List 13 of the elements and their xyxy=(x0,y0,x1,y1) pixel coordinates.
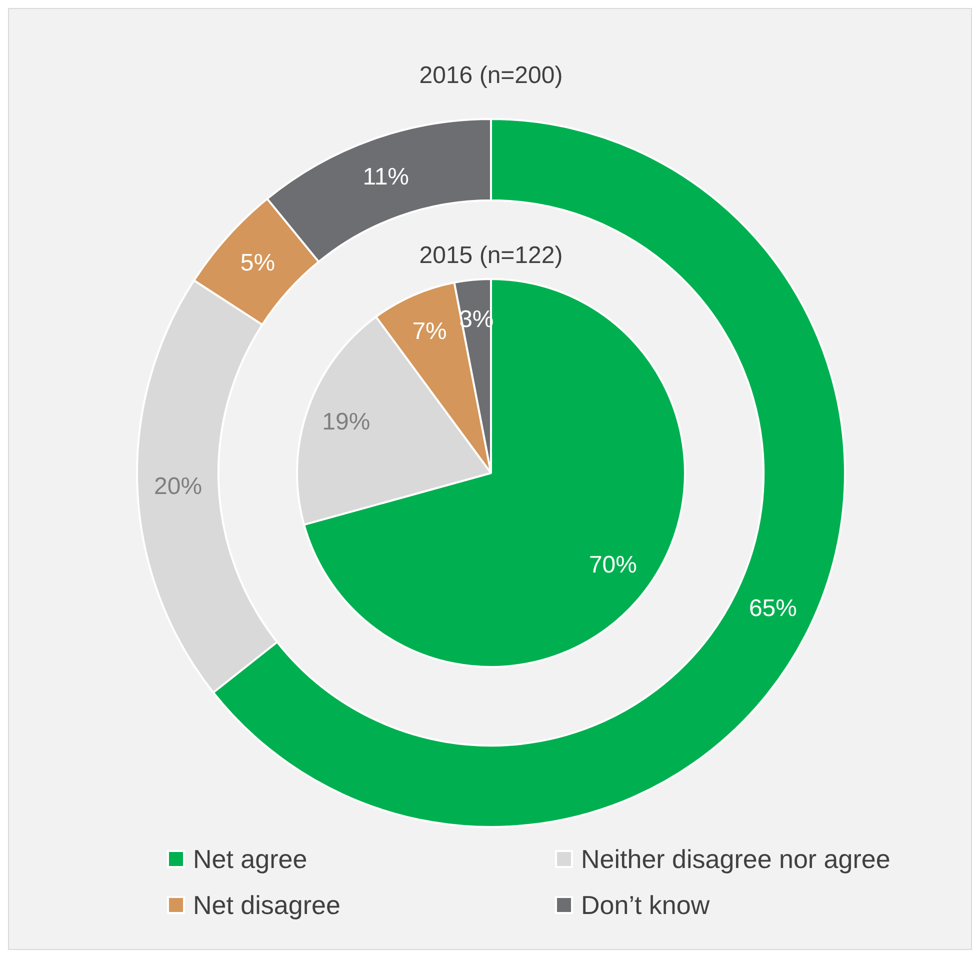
slice-label: 2015 (n=122) xyxy=(419,242,563,269)
data-label: 11% xyxy=(362,163,410,190)
data-label: 20% xyxy=(154,473,202,500)
slice-label: 2016 (n=200) xyxy=(418,61,564,91)
data-label: 70% xyxy=(588,551,637,578)
data-label: 5% xyxy=(240,249,276,276)
data-label: 7% xyxy=(412,318,447,346)
legend-label: Don’t know xyxy=(581,889,710,922)
legend-label: Net disagree xyxy=(193,889,340,922)
legend-label: Net agree xyxy=(193,843,308,876)
data-label: 19% xyxy=(322,408,370,436)
data-label: 65% xyxy=(748,595,797,622)
legend-label: Neither disagree nor agree xyxy=(581,843,890,876)
